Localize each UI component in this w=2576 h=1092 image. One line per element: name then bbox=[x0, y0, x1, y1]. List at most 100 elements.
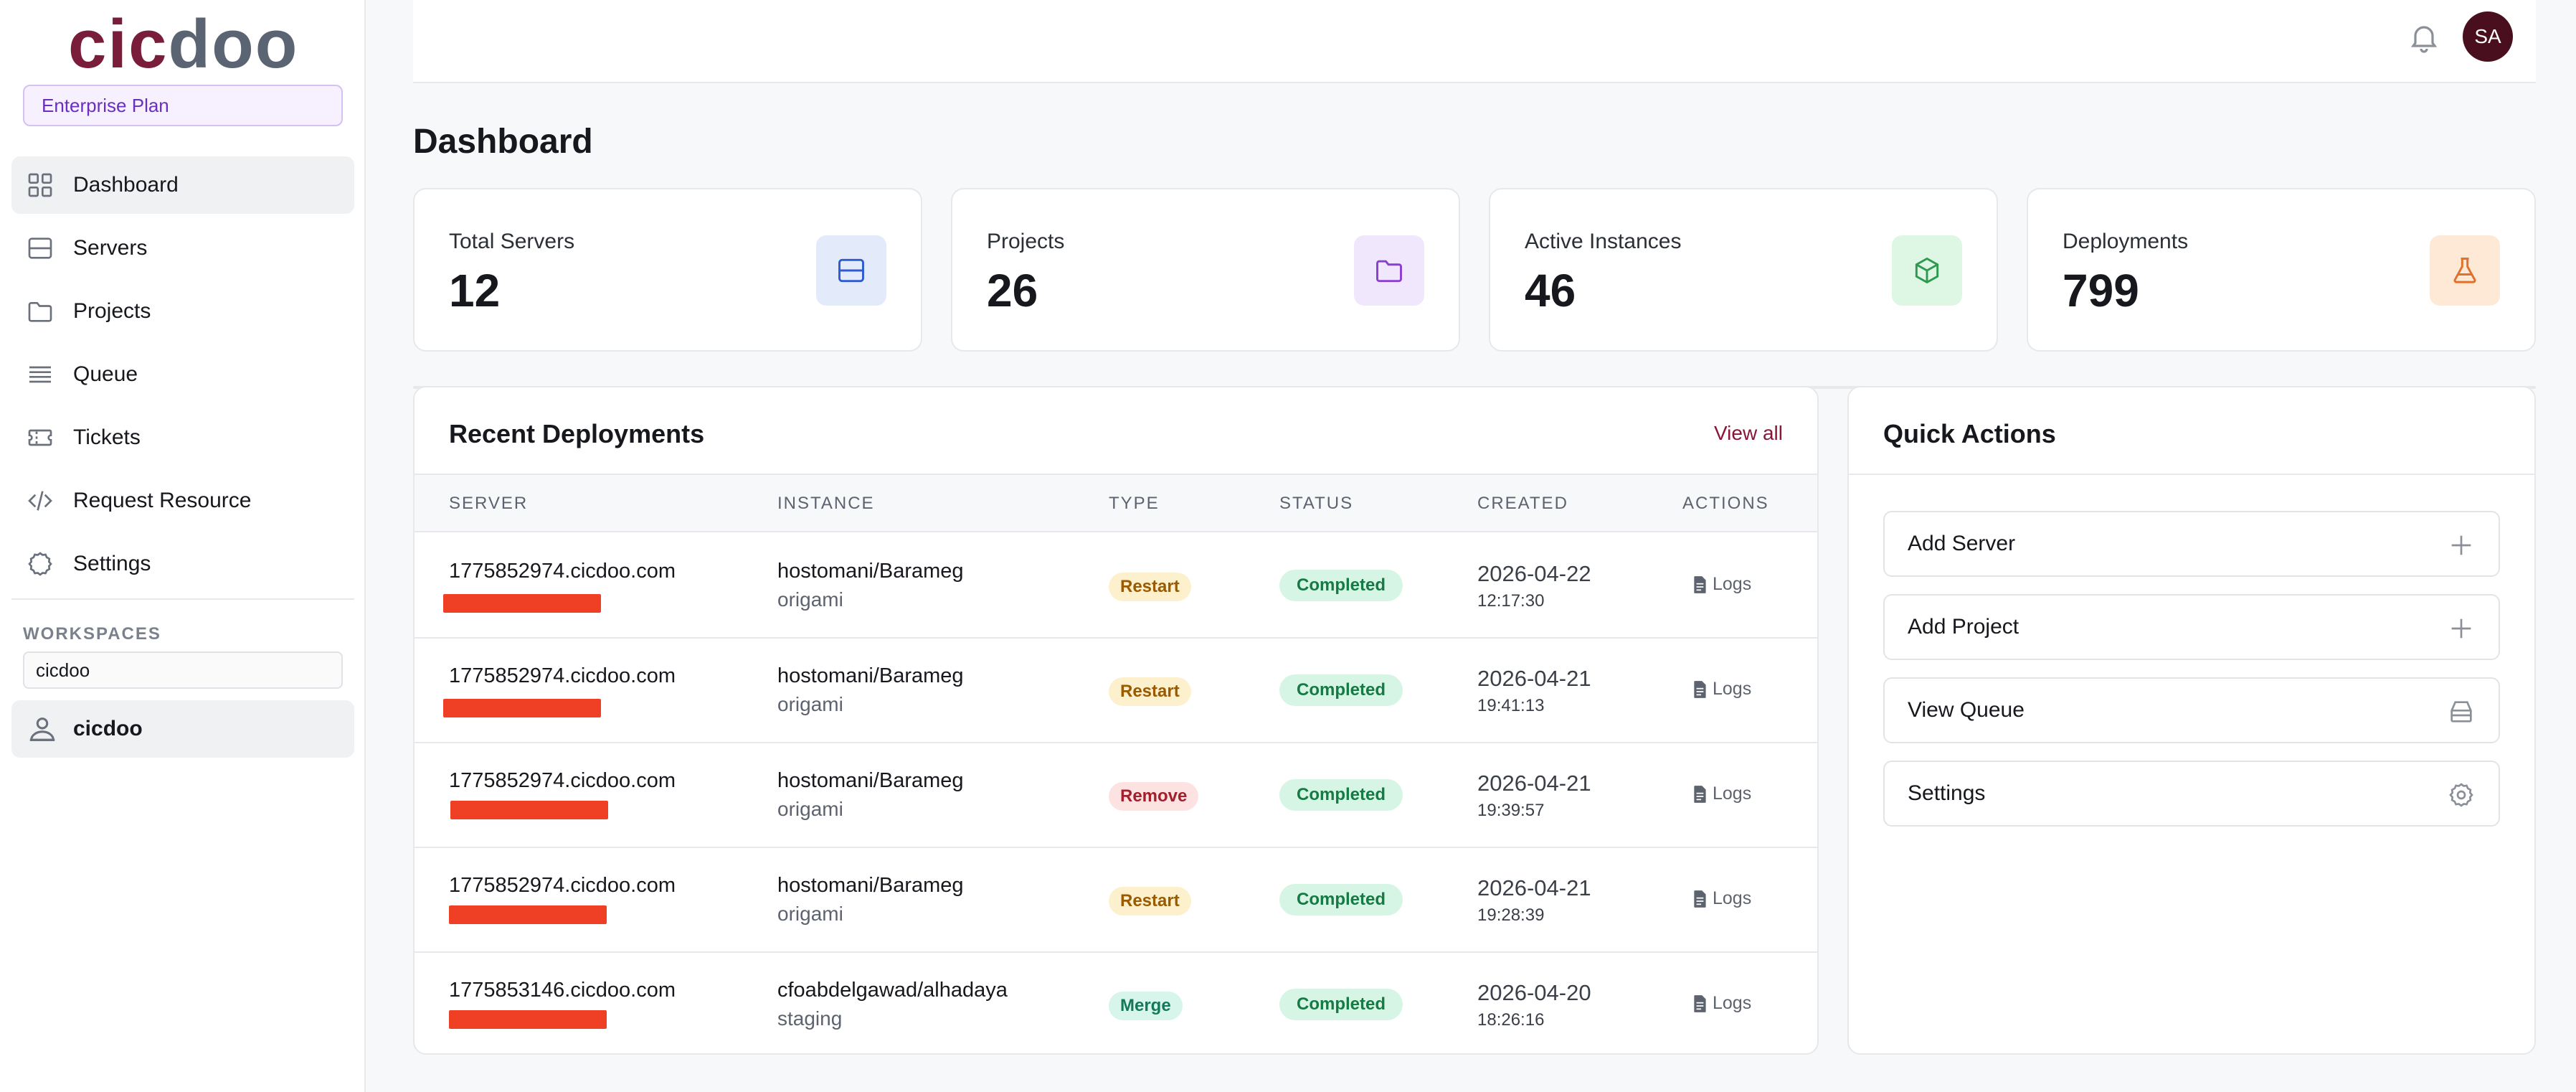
workspace-item-label: cicdoo bbox=[73, 717, 143, 740]
logs-label: Logs bbox=[1713, 679, 1752, 699]
instance-cell: hostomani/Barameg bbox=[777, 560, 964, 583]
recent-deployments-card: Recent Deployments View all SERVER INSTA… bbox=[413, 386, 1819, 1055]
redaction-mark bbox=[443, 594, 601, 613]
button-label: Add Server bbox=[1908, 532, 2016, 555]
server-cell: 1775852974.cicdoo.com bbox=[449, 560, 676, 583]
file-icon bbox=[1694, 575, 1706, 593]
column-header: TYPE bbox=[1109, 494, 1160, 513]
logs-button[interactable]: Logs bbox=[1692, 574, 1751, 595]
type-badge: Merge bbox=[1109, 992, 1183, 1020]
flask-icon bbox=[2430, 235, 2500, 306]
inbox-icon bbox=[2447, 697, 2476, 726]
divider bbox=[415, 474, 1817, 475]
grid-icon bbox=[26, 171, 55, 199]
logs-button[interactable]: Logs bbox=[1692, 888, 1751, 909]
workspace-item-cicdoo[interactable]: cicdoo bbox=[11, 700, 354, 758]
workspace-search-input[interactable] bbox=[23, 651, 343, 689]
avatar[interactable]: SA bbox=[2463, 11, 2513, 62]
plus-icon bbox=[2447, 614, 2476, 643]
instance-env: origami bbox=[777, 903, 843, 925]
view-queue-button[interactable]: View Queue bbox=[1883, 677, 2500, 743]
file-icon bbox=[1694, 680, 1706, 698]
server-cell: 1775852974.cicdoo.com bbox=[449, 769, 676, 792]
settings-button[interactable]: Settings bbox=[1883, 761, 2500, 827]
folder-icon bbox=[26, 297, 55, 326]
table-row: 1775852974.cicdoo.com hostomani/Barameg … bbox=[415, 534, 1817, 639]
created-time: 19:39:57 bbox=[1477, 801, 1545, 820]
button-label: Add Project bbox=[1908, 615, 2019, 639]
table-row: 1775852974.cicdoo.com hostomani/Barameg … bbox=[415, 743, 1817, 848]
logs-button[interactable]: Logs bbox=[1692, 783, 1751, 804]
plan-badge[interactable]: Enterprise Plan bbox=[23, 85, 343, 126]
stat-label: Active Instances bbox=[1525, 230, 1682, 253]
view-all-link[interactable]: View all bbox=[1714, 422, 1783, 444]
logo-part-1: cic bbox=[68, 6, 169, 83]
stat-label: Deployments bbox=[2063, 230, 2189, 253]
instance-cell: hostomani/Barameg bbox=[777, 874, 964, 897]
logs-label: Logs bbox=[1713, 993, 1752, 1013]
card-title: Quick Actions bbox=[1883, 419, 2056, 448]
stat-card-projects: Projects 26 bbox=[951, 188, 1460, 352]
list-icon bbox=[26, 360, 55, 389]
logs-button[interactable]: Logs bbox=[1692, 679, 1751, 700]
sidebar-item-label: Dashboard bbox=[73, 173, 179, 197]
stat-value: 799 bbox=[2063, 265, 2139, 316]
sidebar-item-queue[interactable]: Queue bbox=[11, 346, 354, 403]
page-title: Dashboard bbox=[413, 123, 593, 161]
instance-env: origami bbox=[777, 798, 843, 820]
server-cell: 1775852974.cicdoo.com bbox=[449, 664, 676, 687]
sidebar-item-request-resource[interactable]: Request Resource bbox=[11, 472, 354, 529]
table-row: 1775853146.cicdoo.com cfoabdelgawad/alha… bbox=[415, 953, 1817, 1053]
status-badge: Completed bbox=[1279, 674, 1403, 706]
stat-card-deployments: Deployments 799 bbox=[2027, 188, 2536, 352]
created-date: 2026-04-21 bbox=[1477, 771, 1591, 796]
file-icon bbox=[1694, 890, 1706, 908]
status-badge: Completed bbox=[1279, 989, 1403, 1020]
created-time: 19:28:39 bbox=[1477, 905, 1545, 925]
type-badge: Remove bbox=[1109, 782, 1199, 811]
topbar bbox=[413, 0, 2536, 83]
status-badge: Completed bbox=[1279, 884, 1403, 916]
instance-cell: cfoabdelgawad/alhadaya bbox=[777, 979, 1008, 1002]
sidebar-item-dashboard[interactable]: Dashboard bbox=[11, 156, 354, 214]
redaction-mark bbox=[449, 1010, 607, 1029]
workspaces-label: WORKSPACES bbox=[23, 624, 161, 644]
cube-icon bbox=[1892, 235, 1962, 306]
file-icon bbox=[1694, 785, 1706, 803]
gear-icon bbox=[2447, 781, 2476, 809]
created-date: 2026-04-21 bbox=[1477, 875, 1591, 900]
sidebar-item-settings[interactable]: Settings bbox=[11, 535, 354, 593]
column-header: CREATED bbox=[1477, 494, 1568, 513]
add-server-button[interactable]: Add Server bbox=[1883, 511, 2500, 577]
sidebar-nav: Dashboard Servers Projects Queue bbox=[11, 156, 354, 598]
instance-env: origami bbox=[777, 693, 843, 715]
server-cell: 1775852974.cicdoo.com bbox=[449, 874, 676, 897]
column-header: STATUS bbox=[1279, 494, 1354, 513]
sidebar-item-label: Tickets bbox=[73, 425, 141, 449]
type-badge: Restart bbox=[1109, 573, 1191, 601]
server-cell: 1775853146.cicdoo.com bbox=[449, 979, 676, 1002]
created-date: 2026-04-21 bbox=[1477, 666, 1591, 691]
server-icon bbox=[816, 235, 886, 306]
code-icon bbox=[26, 486, 55, 515]
sidebar: cic doo Enterprise Plan Dashboard Servers bbox=[0, 0, 366, 1092]
button-label: View Queue bbox=[1908, 698, 2025, 722]
created-date: 2026-04-22 bbox=[1477, 561, 1591, 586]
sidebar-item-label: Settings bbox=[73, 552, 151, 575]
sidebar-item-label: Projects bbox=[73, 299, 151, 323]
sidebar-item-projects[interactable]: Projects bbox=[11, 283, 354, 340]
bell-icon[interactable] bbox=[2407, 20, 2441, 55]
instance-env: staging bbox=[777, 1007, 843, 1030]
logo[interactable]: cic doo bbox=[68, 10, 298, 79]
logs-button[interactable]: Logs bbox=[1692, 993, 1751, 1014]
logo-part-2: doo bbox=[168, 6, 299, 83]
sidebar-item-servers[interactable]: Servers bbox=[11, 220, 354, 277]
file-icon bbox=[1694, 994, 1706, 1012]
add-project-button[interactable]: Add Project bbox=[1883, 594, 2500, 660]
sidebar-item-tickets[interactable]: Tickets bbox=[11, 409, 354, 466]
instance-cell: hostomani/Barameg bbox=[777, 769, 964, 792]
stat-card-active-instances: Active Instances 46 bbox=[1489, 188, 1998, 352]
redaction-mark bbox=[443, 699, 601, 717]
stat-label: Projects bbox=[987, 230, 1065, 253]
